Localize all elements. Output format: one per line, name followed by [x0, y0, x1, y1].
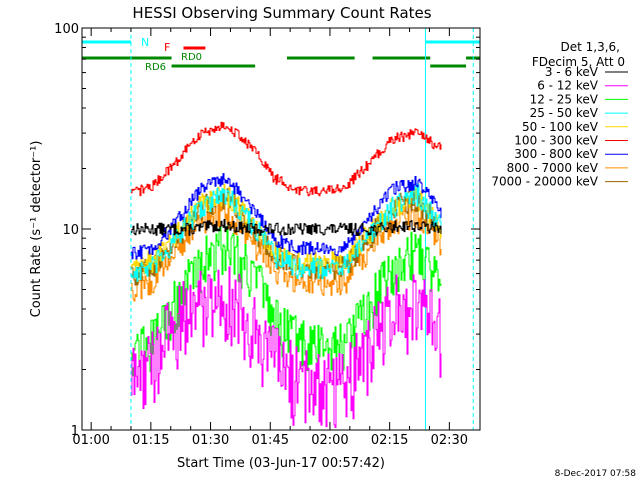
y-tick-label-0: 1	[71, 424, 79, 439]
legend-label-5: 100 - 300 keV	[514, 134, 598, 148]
x-axis-label: Start Time (03-Jun-17 00:57:42)	[177, 456, 385, 471]
status-bars: N F RD0 RD6	[82, 36, 480, 73]
x-tick-label-2: 01:30	[192, 433, 229, 448]
series-line-0	[131, 219, 442, 236]
legend-header-line-2: FDecim 5, Att 0	[532, 55, 625, 69]
legend-label-2: 12 - 25 keV	[530, 92, 599, 106]
series-line-5	[131, 121, 442, 197]
x-tick-label-5: 02:15	[371, 433, 408, 448]
legend-header-line-1: Det 1,3,6,	[561, 40, 621, 54]
chart-title: HESSI Observing Summary Count Rates	[132, 4, 431, 22]
x-tick-label-1: 01:15	[132, 433, 169, 448]
series-line-7	[131, 198, 442, 302]
annotation-rd0: RD0	[181, 52, 202, 63]
legend-label-3: 25 - 50 keV	[530, 106, 599, 120]
series-line-6	[131, 173, 442, 260]
series-line-1	[131, 266, 442, 428]
x-tick-label-3: 01:45	[252, 433, 289, 448]
legend-label-8: 7000 - 20000 keV	[491, 175, 598, 189]
annotation-rd6: RD6	[145, 62, 166, 73]
annotation-n: N	[141, 36, 149, 49]
series-line-3	[131, 183, 442, 282]
x-tick-label-0: 01:00	[72, 433, 109, 448]
annotation-f: F	[164, 41, 170, 54]
x-tick-label-4: 02:00	[311, 433, 348, 448]
legend-label-4: 50 - 100 keV	[522, 120, 599, 134]
y-tick-label-2: 100	[54, 22, 79, 37]
legend-label-0: 3 - 6 keV	[545, 65, 599, 79]
legend-label-1: 6 - 12 keV	[537, 79, 599, 93]
y-axis-label: Count Rate (s⁻¹ detector⁻¹)	[29, 141, 44, 318]
y-tick-label-1: 10	[62, 223, 79, 238]
legend-label-6: 300 - 800 keV	[514, 147, 598, 161]
footer-timestamp: 8-Dec-2017 07:58	[555, 469, 637, 479]
x-tick-label-6: 02:30	[431, 433, 468, 448]
series-group	[131, 121, 442, 428]
axes: 01:00 01:15 01:30 01:45 02:00 02:15 02:30 1 10 10…	[54, 22, 480, 448]
legend-label-7: 800 - 7000 keV	[507, 161, 599, 175]
